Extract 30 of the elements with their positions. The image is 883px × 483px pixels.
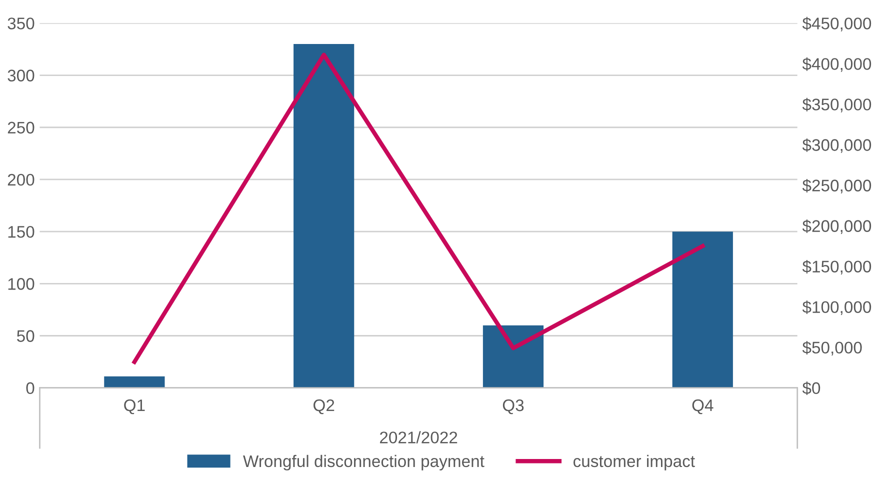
x-tick-label: Q3 xyxy=(502,399,524,414)
y2-tick-label: $300,000 xyxy=(802,138,872,153)
y2-tick-label: $0 xyxy=(802,382,820,396)
y-tick-label: 50 xyxy=(17,330,34,342)
x-axis-title: 2021/2022 xyxy=(380,431,458,444)
bar xyxy=(672,232,733,388)
y2-tick-label: $350,000 xyxy=(802,98,872,112)
x-tick-label: Q4 xyxy=(692,399,714,414)
y-tick-label: 150 xyxy=(8,226,34,238)
y-tick-label: 200 xyxy=(8,174,34,186)
x-tick-label: Q2 xyxy=(314,399,334,414)
y-tick-label: 250 xyxy=(8,122,34,134)
y2-tick-label: $150,000 xyxy=(802,260,872,274)
bar xyxy=(104,376,165,388)
y-tick-label: 0 xyxy=(26,382,34,394)
y2-tick-label: $50,000 xyxy=(802,341,862,356)
line-series xyxy=(132,52,705,364)
y-tick-label: 100 xyxy=(8,278,34,290)
y2-tick-label: $250,000 xyxy=(802,178,872,194)
legend-label: Wrongful disconnection payment xyxy=(243,454,484,470)
y-tick-label: 350 xyxy=(8,18,34,30)
y2-tick-label: $200,000 xyxy=(802,219,872,234)
y2-tick-label: $450,000 xyxy=(802,16,872,32)
y2-tick-label: $400,000 xyxy=(802,57,872,72)
bar xyxy=(482,325,544,388)
y2-tick-label: $100,000 xyxy=(802,300,872,315)
x-tick-label: Q1 xyxy=(124,399,145,414)
legend-label: customer impact xyxy=(573,454,695,470)
bar xyxy=(294,44,354,388)
y-tick-label: 300 xyxy=(8,70,34,82)
